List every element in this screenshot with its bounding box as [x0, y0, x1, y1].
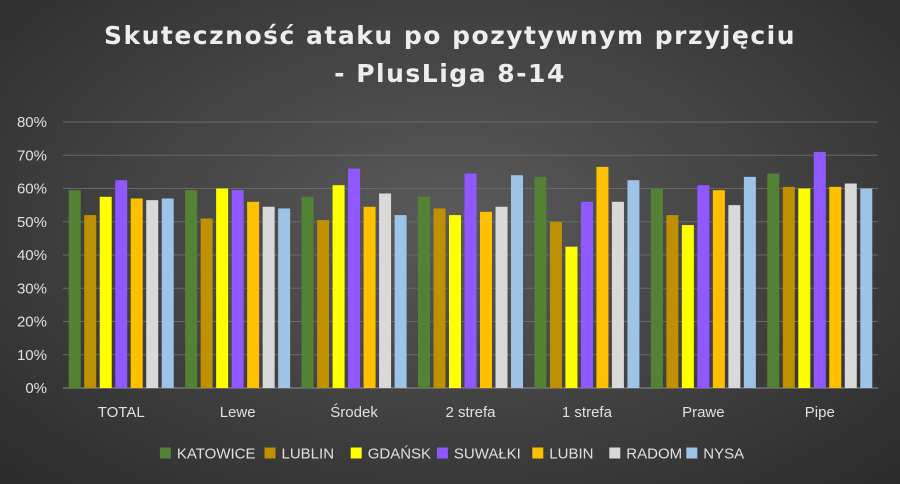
bar-lubin-4	[596, 166, 609, 388]
legend-label: GDAŃSK	[368, 446, 431, 463]
bar-lublin-6	[782, 186, 795, 388]
legend-label: LUBLIN	[282, 446, 335, 463]
bar-suwałki-2	[348, 168, 361, 388]
bar-katowice-0	[68, 190, 81, 388]
legend-label: KATOWICE	[177, 446, 256, 463]
legend-swatch-lubin	[532, 447, 544, 459]
y-tick-label: 40%	[17, 247, 47, 264]
bar-suwałki-4	[580, 201, 593, 388]
y-tick-label: 0%	[25, 380, 47, 397]
bar-suwałki-5	[697, 185, 710, 388]
legend-swatch-gdańsk	[350, 447, 362, 459]
bar-lublin-1	[200, 218, 213, 388]
x-category-label: Lewe	[220, 404, 256, 421]
bar-nysa-1	[278, 208, 291, 388]
bar-gdańsk-0	[99, 196, 112, 388]
legend-label: RADOM	[626, 446, 682, 463]
bar-gdańsk-6	[798, 188, 811, 388]
bar-gdańsk-5	[681, 225, 694, 388]
bar-lubin-3	[480, 211, 492, 388]
bar-lublin-4	[549, 221, 562, 388]
y-tick-label: 80%	[17, 114, 47, 131]
bar-suwałki-0	[115, 180, 128, 388]
bar-lublin-3	[433, 208, 446, 388]
y-tick-label: 70%	[17, 147, 47, 164]
x-category-label: Prawe	[682, 404, 725, 421]
bar-radom-5	[728, 205, 741, 388]
bar-lublin-2	[317, 220, 330, 388]
bar-gdańsk-3	[449, 215, 461, 388]
chart-title-line-2: - PlusLiga 8-14	[334, 59, 566, 88]
bar-gdańsk-4	[565, 246, 578, 388]
bar-lubin-1	[247, 201, 260, 388]
bar-radom-4	[611, 201, 624, 388]
y-tick-label: 20%	[17, 314, 47, 331]
bar-lubin-0	[130, 198, 143, 388]
bar-nysa-2	[394, 215, 407, 388]
legend-label: NYSA	[703, 446, 744, 463]
y-tick-label: 60%	[17, 181, 47, 198]
bar-radom-6	[844, 183, 857, 388]
x-category-label: Pipe	[805, 404, 835, 421]
x-category-label: 1 strefa	[562, 404, 613, 421]
bar-nysa-6	[860, 188, 873, 388]
bar-katowice-4	[534, 176, 547, 388]
bar-katowice-6	[767, 173, 780, 388]
bar-nysa-4	[627, 180, 640, 388]
bar-radom-1	[262, 206, 275, 388]
legend-label: SUWAŁKI	[454, 446, 521, 463]
x-category-label: 2 strefa	[445, 404, 496, 421]
bar-suwałki-6	[813, 151, 826, 388]
chart-title-line-1: Skuteczność ataku po pozytywnym przyjęci…	[103, 21, 797, 50]
bar-katowice-1	[185, 190, 198, 388]
bar-lublin-0	[84, 215, 97, 388]
bar-radom-0	[146, 200, 159, 388]
bar-radom-2	[379, 193, 392, 388]
bar-suwałki-1	[231, 190, 244, 388]
bar-katowice-5	[650, 188, 663, 388]
legend-swatch-radom	[609, 447, 621, 459]
bar-lubin-6	[829, 186, 842, 388]
bar-suwałki-3	[464, 173, 477, 388]
bar-nysa-5	[743, 176, 756, 388]
bar-gdańsk-1	[216, 188, 229, 388]
legend-swatch-nysa	[686, 447, 698, 459]
bar-lublin-5	[666, 215, 679, 388]
legend-swatch-lublin	[264, 447, 276, 459]
bar-lubin-5	[712, 190, 725, 388]
bar-katowice-3	[418, 196, 430, 388]
y-tick-label: 30%	[17, 280, 47, 297]
bar-radom-3	[495, 206, 508, 388]
bar-katowice-2	[301, 196, 314, 388]
legend-swatch-suwałki	[436, 447, 448, 459]
bar-nysa-3	[511, 175, 523, 388]
bar-gdańsk-2	[332, 185, 345, 388]
bar-nysa-0	[161, 198, 174, 388]
x-category-label: TOTAL	[98, 404, 145, 421]
y-tick-label: 50%	[17, 214, 47, 231]
bar-lubin-2	[363, 206, 376, 388]
y-tick-label: 10%	[17, 347, 47, 364]
legend-label: LUBIN	[549, 446, 593, 463]
legend-swatch-katowice	[159, 447, 171, 459]
x-category-label: Środek	[330, 403, 378, 421]
